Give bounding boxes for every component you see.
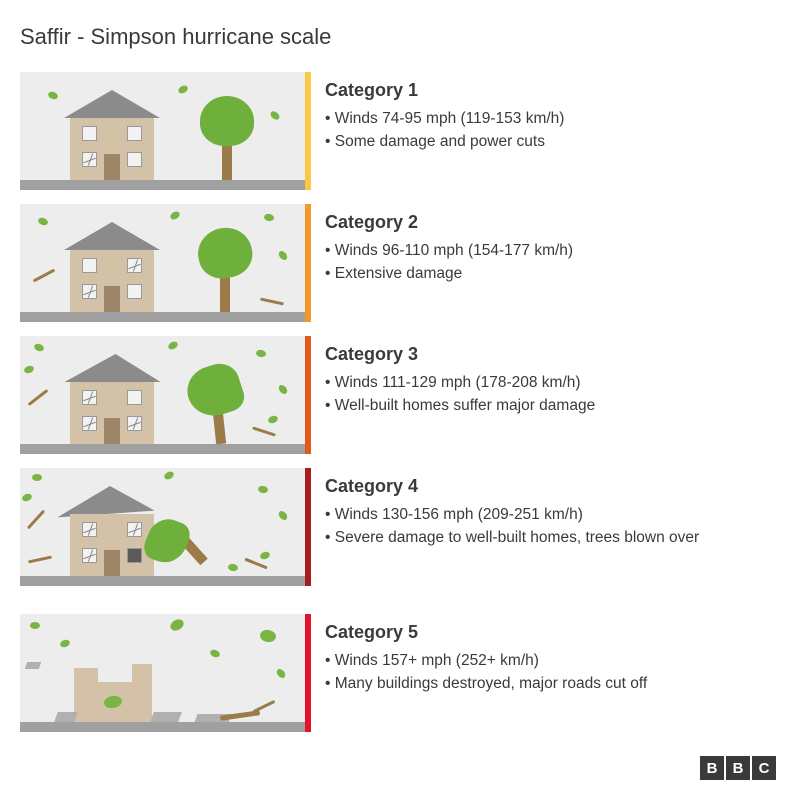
category-illustration xyxy=(20,204,305,322)
category-text: Category 3 • Winds 111-129 mph (178-208 … xyxy=(325,336,780,418)
winds-bullet: • Winds 96-110 mph (154-177 km/h) xyxy=(325,239,780,262)
damage-bullet: • Well-built homes suffer major damage xyxy=(325,394,780,417)
category-text: Category 5 • Winds 157+ mph (252+ km/h) … xyxy=(325,614,780,696)
category-illustration xyxy=(20,468,305,586)
category-row: Category 1 • Winds 74-95 mph (119-153 km… xyxy=(20,72,780,190)
bbc-letter: C xyxy=(752,756,776,780)
severity-bar xyxy=(305,614,311,732)
category-illustration xyxy=(20,72,305,190)
damage-bullet: • Some damage and power cuts xyxy=(325,130,780,153)
category-label: Category 1 xyxy=(325,80,780,101)
damage-bullet: • Extensive damage xyxy=(325,262,780,285)
category-illustration xyxy=(20,336,305,454)
category-label: Category 2 xyxy=(325,212,780,233)
category-label: Category 4 xyxy=(325,476,780,497)
page-title: Saffir - Simpson hurricane scale xyxy=(20,24,780,50)
damage-bullet: • Severe damage to well-built homes, tre… xyxy=(325,526,780,549)
bbc-letter: B xyxy=(700,756,724,780)
category-label: Category 3 xyxy=(325,344,780,365)
winds-bullet: • Winds 74-95 mph (119-153 km/h) xyxy=(325,107,780,130)
source-logo: B B C xyxy=(700,756,776,780)
category-text: Category 4 • Winds 130-156 mph (209-251 … xyxy=(325,468,780,550)
severity-bar xyxy=(305,204,311,322)
severity-bar xyxy=(305,336,311,454)
damage-bullet: • Many buildings destroyed, major roads … xyxy=(325,672,780,695)
category-row: Category 5 • Winds 157+ mph (252+ km/h) … xyxy=(20,614,780,732)
category-row: Category 4 • Winds 130-156 mph (209-251 … xyxy=(20,468,780,586)
category-row: Category 2 • Winds 96-110 mph (154-177 k… xyxy=(20,204,780,322)
severity-bar xyxy=(305,468,311,586)
category-illustration xyxy=(20,614,305,732)
category-label: Category 5 xyxy=(325,622,780,643)
bbc-letter: B xyxy=(726,756,750,780)
category-text: Category 1 • Winds 74-95 mph (119-153 km… xyxy=(325,72,780,154)
winds-bullet: • Winds 130-156 mph (209-251 km/h) xyxy=(325,503,780,526)
category-row: Category 3 • Winds 111-129 mph (178-208 … xyxy=(20,336,780,454)
severity-bar xyxy=(305,72,311,190)
winds-bullet: • Winds 157+ mph (252+ km/h) xyxy=(325,649,780,672)
category-text: Category 2 • Winds 96-110 mph (154-177 k… xyxy=(325,204,780,286)
winds-bullet: • Winds 111-129 mph (178-208 km/h) xyxy=(325,371,780,394)
